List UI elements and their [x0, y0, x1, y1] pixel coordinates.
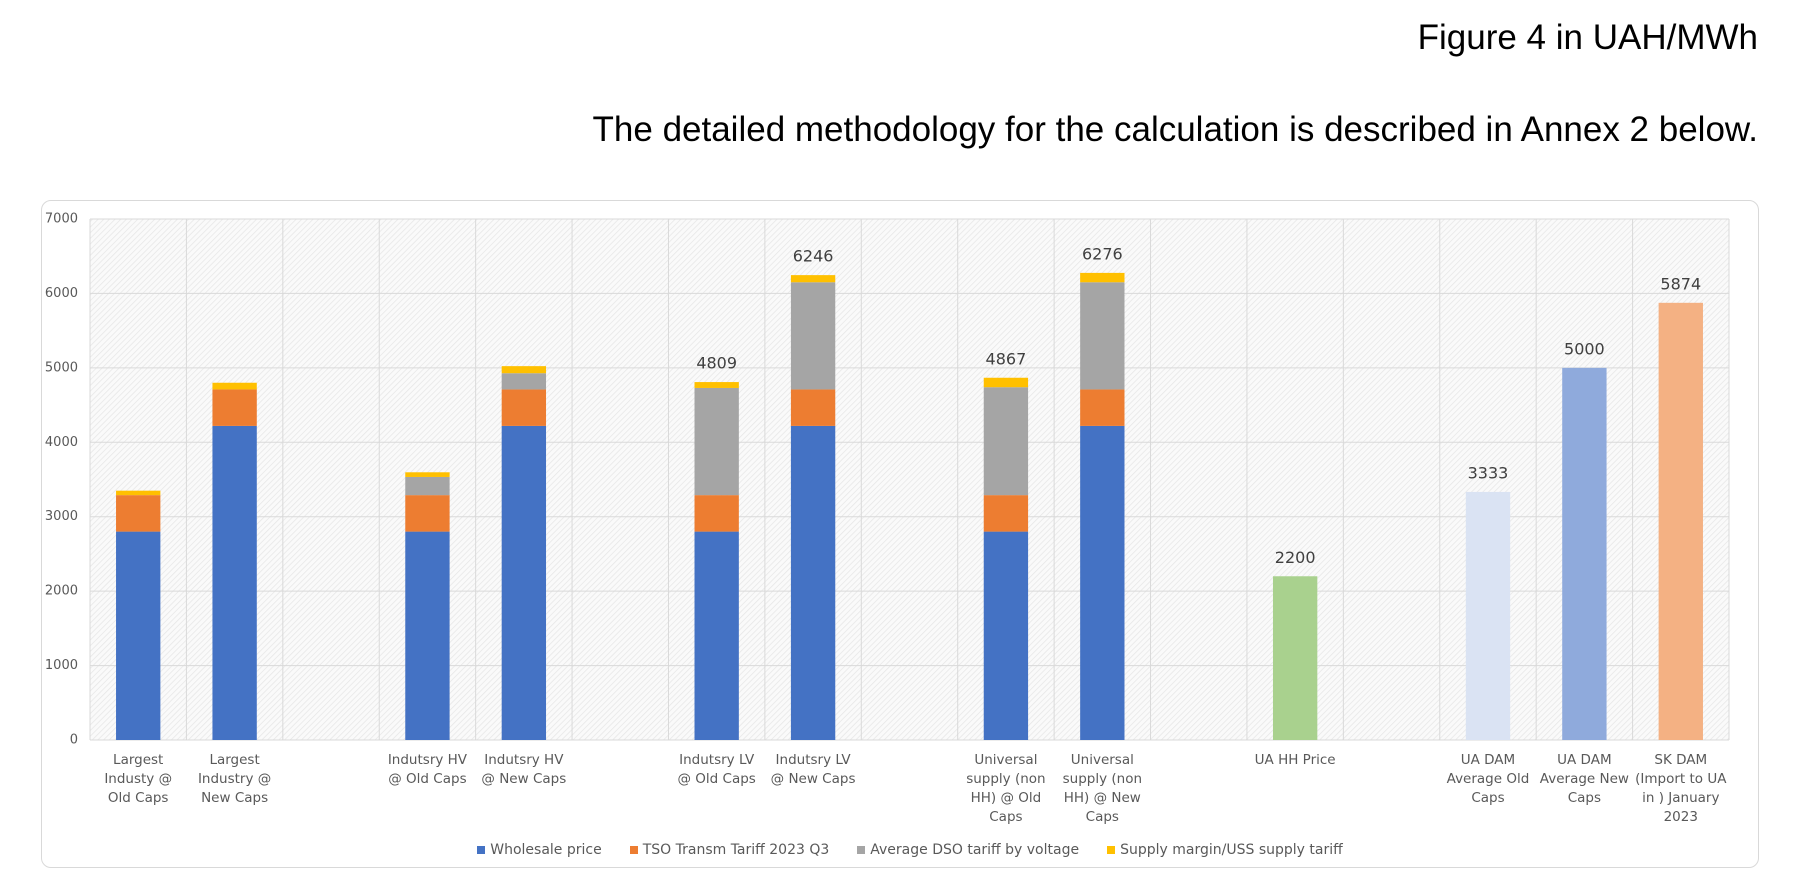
legend-item: Wholesale price: [477, 842, 602, 858]
bar-segment: [790, 282, 836, 390]
x-tick-label: Largest Industy @ Old Caps: [104, 752, 173, 806]
bar-segment: [501, 425, 547, 740]
bar-segment: [405, 476, 450, 496]
bar-segment: [694, 382, 739, 388]
x-tick-label: SK DAM (Import to UA in ) January 2023: [1635, 752, 1727, 825]
y-tick-label: 3000: [45, 509, 78, 524]
legend-item: Average DSO tariff by voltage: [857, 842, 1079, 858]
total-label: 4809: [696, 354, 737, 373]
x-tick-label: Indutsry HV @ Old Caps: [387, 752, 468, 787]
bar-segment: [116, 531, 161, 740]
bar-segment: [1465, 491, 1511, 740]
bar-segment: [790, 389, 836, 426]
bar-segment: [501, 389, 547, 426]
legend-swatch: [629, 846, 638, 854]
bar-segment: [790, 275, 836, 283]
total-label: 6276: [1082, 244, 1123, 263]
figure-title: Figure 4 in UAH/MWh: [1417, 18, 1758, 57]
bar-segment: [983, 495, 1029, 532]
legend-label: Wholesale price: [490, 842, 602, 858]
legend-label: TSO Transm Tariff 2023 Q3: [642, 842, 830, 858]
bar-segment: [405, 472, 450, 477]
bar-segment: [212, 389, 257, 426]
figure-subtitle: The detailed methodology for the calcula…: [592, 110, 1758, 149]
bar-segment: [116, 495, 161, 532]
data-label: 5000: [1564, 339, 1605, 358]
bar-segment: [983, 531, 1029, 740]
legend-item: Supply margin/USS supply tariff: [1107, 842, 1343, 858]
y-tick-label: 6000: [45, 286, 78, 301]
legend-item: TSO Transm Tariff 2023 Q3: [629, 842, 830, 858]
x-tick-label: UA HH Price: [1254, 752, 1336, 768]
bar-segment: [501, 373, 547, 390]
bar-segment: [1080, 389, 1125, 426]
total-label: 4867: [986, 349, 1027, 368]
y-tick-label: 1000: [45, 658, 78, 673]
data-label: 3333: [1468, 463, 1509, 482]
bar-segment: [212, 382, 257, 390]
bar-segment: [1080, 425, 1125, 740]
bar-segment: [1080, 282, 1125, 390]
x-tick-label: Indutsry LV @ New Caps: [770, 752, 856, 787]
legend-label: Average DSO tariff by voltage: [870, 842, 1080, 858]
bar-segment: [405, 531, 450, 740]
bar-segment: [1658, 302, 1703, 740]
total-label: 6246: [793, 247, 834, 266]
bar-segment: [405, 495, 450, 532]
bar-segment: [790, 425, 836, 740]
legend-swatch: [1107, 846, 1116, 854]
bar-segment: [212, 425, 257, 740]
bar-segment: [1080, 272, 1125, 283]
x-tick-label: UA DAM Average Old Caps: [1446, 752, 1530, 806]
y-tick-label: 2000: [45, 584, 78, 599]
bar-segment: [694, 387, 739, 496]
chart-frame: [41, 200, 1759, 868]
bar-segment: [116, 490, 161, 496]
bar-segment: [983, 387, 1029, 496]
bar-segment: [694, 531, 739, 740]
bar-segment: [1272, 576, 1318, 740]
y-tick-label: 0: [70, 733, 78, 748]
data-label: 5874: [1660, 274, 1701, 293]
x-tick-label: Indutsry HV @ New Caps: [481, 752, 567, 787]
y-tick-label: 7000: [45, 212, 78, 227]
bar-segment: [501, 366, 547, 374]
x-tick-label: Indutsry LV @ Old Caps: [677, 752, 756, 787]
bar-segment: [1562, 367, 1607, 740]
x-tick-label: Universal supply (non HH) @ Old Caps: [966, 752, 1046, 825]
x-tick-label: UA DAM Average New Caps: [1539, 752, 1629, 806]
y-tick-label: 5000: [45, 360, 78, 375]
legend-label: Supply margin/USS supply tariff: [1120, 842, 1343, 858]
plot-area: [90, 219, 1729, 740]
legend-swatch: [857, 846, 866, 854]
x-tick-label: Universal supply (non HH) @ New Caps: [1062, 752, 1143, 825]
legend-swatch: [477, 846, 486, 854]
data-label: 2200: [1275, 548, 1316, 567]
x-tick-label: Largest Industry @ New Caps: [197, 752, 272, 806]
y-tick-label: 4000: [45, 435, 78, 450]
bar-segment: [694, 495, 739, 532]
bar-segment: [983, 377, 1029, 388]
legend: Wholesale price TSO Transm Tariff 2023 Q3…: [0, 842, 1820, 858]
